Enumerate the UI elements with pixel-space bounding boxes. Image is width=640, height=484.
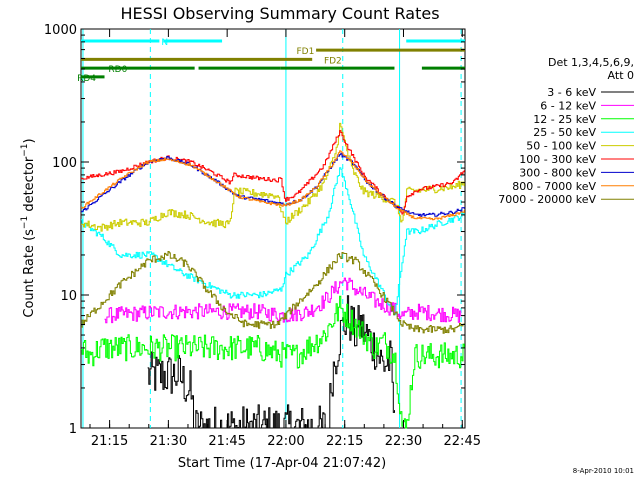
- legend-entry-label-1: 6 - 12 keV: [540, 99, 596, 112]
- state-label-4: RD0: [108, 65, 127, 75]
- y-axis-label-exp2: −1: [20, 143, 30, 156]
- series-line-6: [81, 152, 465, 217]
- series-line-1: [104, 277, 462, 324]
- series-line-2: [81, 295, 465, 429]
- x-axis-label: Start Time (17-Apr-04 21:07:42): [178, 456, 386, 471]
- y-axis-label-mid: detector: [22, 156, 37, 216]
- y-axis-label: Count Rate (s−1 detector−1): [20, 138, 37, 317]
- y-tick-label-3: 1000: [44, 23, 77, 38]
- legend-entry-label-0: 3 - 6 keV: [547, 86, 596, 99]
- series-line-4: [81, 122, 465, 232]
- legend-entry-label-5: 100 - 300 keV: [519, 153, 596, 166]
- legend-entry-label-6: 300 - 800 keV: [519, 166, 596, 179]
- series-line-7: [81, 150, 465, 221]
- series-line-8: [81, 251, 465, 334]
- legend-entry-label-8: 7000 - 20000 keV: [498, 193, 596, 206]
- y-axis-label-main: Count Rate (s: [22, 229, 37, 318]
- series-line-0: [147, 295, 395, 429]
- series-line-3: [81, 167, 465, 316]
- state-label-3: FD2: [324, 56, 342, 66]
- x-tick-label-0: 21:15: [91, 434, 128, 449]
- x-tick-label-4: 22:15: [326, 434, 363, 449]
- legend-entry-label-4: 50 - 100 keV: [526, 140, 596, 153]
- y-tick-label-2: 100: [52, 156, 77, 171]
- legend-entry-label-7: 800 - 7000 keV: [512, 180, 596, 193]
- x-tick-label-2: 21:45: [208, 434, 245, 449]
- plot-area: N FD1 FD2 RD0 RD4: [77, 28, 466, 429]
- footer-timestamp: 8-Apr-2010 10:01: [573, 467, 634, 475]
- y-axis-label-end: ): [22, 138, 37, 143]
- legend-header-detectors: Det 1,3,4,5,6,9,: [548, 56, 634, 69]
- legend-entry-label-2: 12 - 25 keV: [533, 113, 596, 126]
- state-label-5: RD4: [77, 74, 96, 84]
- x-tick-label-6: 22:45: [444, 434, 481, 449]
- x-tick-label-1: 21:30: [150, 434, 187, 449]
- legend-header-attenuator: Att 0: [608, 69, 634, 82]
- y-tick-label-1: 10: [60, 289, 77, 304]
- legend-entry-label-3: 25 - 50 keV: [533, 126, 596, 139]
- x-tick-label-5: 22:30: [385, 434, 422, 449]
- y-tick-label-0: 1: [69, 422, 77, 437]
- state-label-2: FD1: [297, 47, 315, 57]
- y-axis-label-exp1: −1: [20, 216, 30, 229]
- state-label-0: N: [161, 38, 168, 48]
- x-tick-label-3: 22:00: [267, 434, 304, 449]
- chart-title: HESSI Observing Summary Count Rates: [120, 4, 439, 23]
